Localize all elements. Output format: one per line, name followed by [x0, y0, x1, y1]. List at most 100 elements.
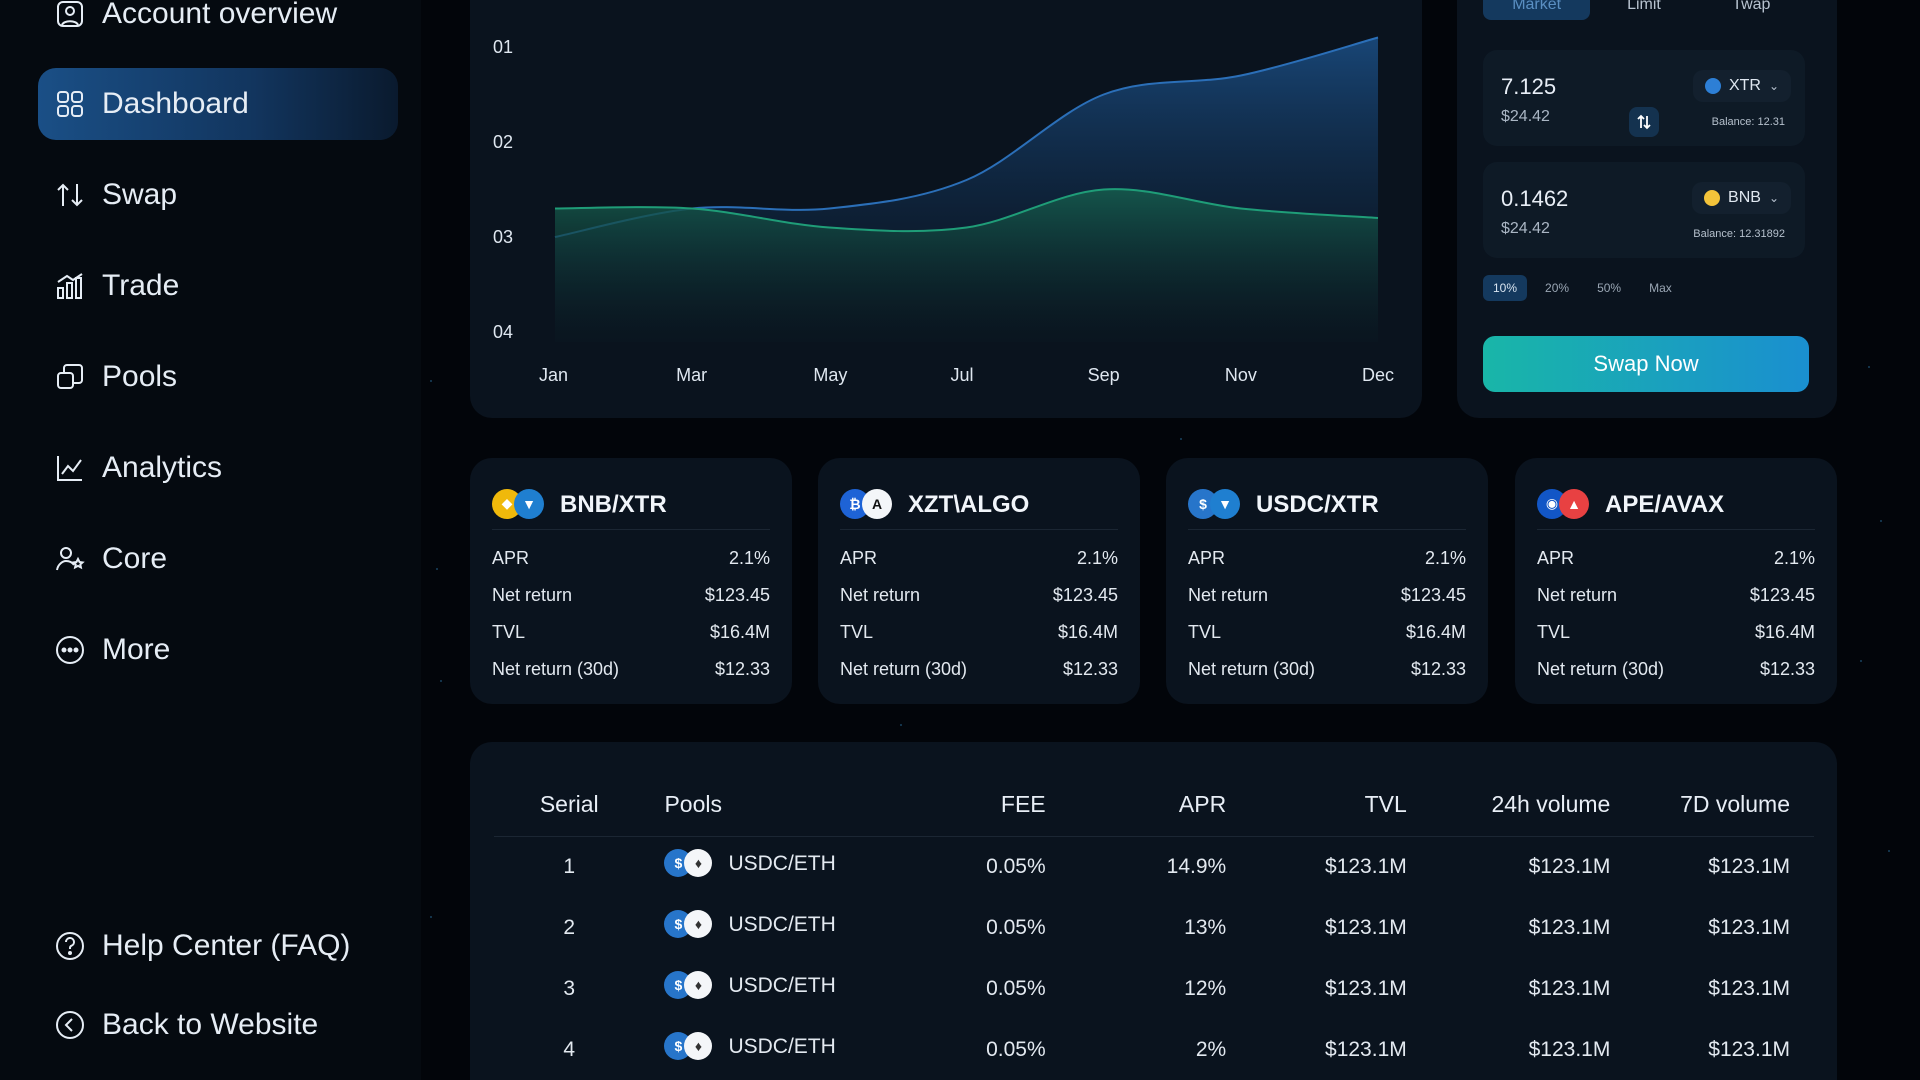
sidebar-item-label: Trade — [102, 269, 180, 302]
percent-10-button[interactable]: 10% — [1483, 275, 1528, 301]
swap-now-button[interactable]: Swap Now — [1483, 336, 1809, 392]
pool-pair-name: USDC/XTR — [1256, 490, 1379, 518]
cell-apr: 12% — [1184, 976, 1227, 1000]
tab-twap[interactable]: Twap — [1732, 0, 1771, 13]
cell-apr: 2% — [1195, 1037, 1227, 1061]
y-tick-label: 02 — [493, 132, 513, 152]
stacked-coins-icon — [54, 361, 86, 393]
sidebar-item-label: Account overview — [102, 0, 338, 30]
y-tick-label: 04 — [493, 322, 513, 342]
sidebar: Account overview Dashboard Swap Trade Po… — [0, 0, 421, 1080]
net-return-30d-value: $12.33 — [714, 659, 770, 679]
cell-pool: $ ♦ USDC/ETH — [644, 958, 895, 1019]
pair-icons: $ ♦ — [664, 1031, 714, 1062]
line-chart-icon — [54, 452, 86, 484]
col-tvl[interactable]: TVL — [1226, 774, 1407, 837]
pool-pair-name: BNB/XTR — [560, 490, 667, 518]
swap-to-token-select[interactable]: BNB ⌄ — [1692, 182, 1791, 214]
sidebar-item-core[interactable]: Core — [38, 523, 398, 595]
cell-apr: 13% — [1184, 915, 1227, 939]
sidebar-item-account-overview[interactable]: Account overview — [38, 0, 398, 50]
percent-20-button[interactable]: 20% — [1545, 281, 1570, 295]
x-tick-label: Mar — [676, 365, 707, 385]
pool-card-bnb-xtr[interactable]: ◆ ▼ BNB/XTR APR 2.1% Net return $123.45 TV… — [470, 458, 792, 704]
question-circle-icon — [54, 930, 86, 962]
sidebar-item-trade[interactable]: Trade — [38, 250, 398, 322]
sidebar-item-label: Core — [102, 542, 168, 575]
sidebar-item-analytics[interactable]: Analytics — [38, 432, 398, 504]
swap-order-tabs: Market Limit Twap — [1483, 0, 1805, 20]
col-24h-volume[interactable]: 24h volume — [1406, 774, 1611, 837]
swap-arrows-icon — [54, 179, 86, 211]
x-tick-label: Dec — [1362, 365, 1394, 385]
apr-label: APR — [1188, 548, 1226, 568]
table-row[interactable]: 1 $ ♦ USDC/ETH 0.05% 14.9% $123.1M $123.1M… — [494, 836, 1814, 897]
eth-coin-icon: ♦ — [684, 909, 713, 938]
sidebar-item-label: Swap — [102, 178, 178, 211]
pool-name: USDC/ETH — [728, 973, 836, 997]
sidebar-item-label: Analytics — [102, 451, 223, 484]
sidebar-item-more[interactable]: More — [38, 614, 398, 686]
pair-icons: $ ♦ — [664, 909, 714, 940]
table-row[interactable]: 4 $ ♦ USDC/ETH 0.05% 2% $123.1M $123.1M $1… — [494, 1019, 1814, 1080]
net-return-value: $123.45 — [1400, 585, 1466, 605]
net-return-label: Net return — [1537, 585, 1618, 605]
cell-24h-volume: $123.1M — [1528, 915, 1611, 939]
swap-to-balance: Balance: 12.31892 — [1693, 228, 1785, 240]
col-apr[interactable]: APR — [1045, 774, 1227, 837]
token-symbol: BNB — [1728, 189, 1761, 206]
swap-direction-button[interactable] — [1629, 107, 1659, 137]
cell-pool: $ ♦ USDC/ETH — [644, 1019, 895, 1080]
xtr-token-icon — [1704, 78, 1721, 94]
table-row[interactable]: 2 $ ♦ USDC/ETH 0.05% 13% $123.1M $123.1M $… — [494, 897, 1814, 958]
tab-market[interactable]: Market — [1483, 0, 1591, 20]
percent-max-button[interactable]: Max — [1649, 281, 1672, 295]
net-return-value: $123.45 — [704, 585, 770, 605]
cell-24h-volume: $123.1M — [1528, 854, 1611, 878]
swap-from-amount-input[interactable]: 7.125 — [1501, 74, 1557, 99]
pool-card-xzt-algo[interactable]: ₿ A XZT\ALGO APR 2.1% Net return $123.45 T… — [818, 458, 1140, 704]
sidebar-item-label: Pools — [102, 360, 178, 393]
net-return-label: Net return — [1188, 585, 1269, 605]
col-pools[interactable]: Pools — [644, 774, 896, 837]
pool-card-ape-avax[interactable]: ◉ ▲ APE/AVAX APR 2.1% Net return $123.45 T… — [1515, 458, 1837, 704]
algo-coin-icon: A — [862, 488, 892, 519]
chevron-down-icon: ⌄ — [1768, 79, 1779, 93]
swap-to-amount-input[interactable]: 0.1462 — [1501, 186, 1569, 211]
tvl-label: TVL — [840, 622, 874, 642]
chart-panel: 01 02 03 04 Jan Mar May Jul Sep Nov Dec — [470, 0, 1422, 418]
table-row[interactable]: 3 $ ♦ USDC/ETH 0.05% 12% $123.1M $123.1M $… — [494, 958, 1814, 1019]
tab-limit[interactable]: Limit — [1627, 0, 1661, 13]
sidebar-item-label: Dashboard — [102, 87, 249, 120]
swap-from-token-select[interactable]: XTR ⌄ — [1692, 70, 1791, 102]
pair-icons: $ ♦ — [664, 970, 714, 1001]
sidebar-item-help-center[interactable]: Help Center (FAQ) — [38, 910, 398, 982]
col-serial[interactable]: Serial — [494, 774, 645, 837]
sidebar-item-label: Help Center (FAQ) — [102, 929, 351, 962]
pair-icons: ₿ A — [840, 488, 896, 521]
apr-value: 2.1% — [1424, 548, 1466, 568]
pair-icons: ◆ ▼ — [492, 488, 548, 521]
pool-name: USDC/ETH — [728, 851, 836, 875]
col-7d-volume[interactable]: 7D volume — [1610, 774, 1814, 837]
cell-fee: 0.05% — [986, 976, 1046, 1000]
pool-card-header: $ ▼ USDC/XTR — [1188, 480, 1466, 530]
sidebar-item-dashboard[interactable]: Dashboard — [38, 68, 398, 140]
sidebar-item-back-to-website[interactable]: Back to Website — [38, 989, 398, 1061]
pool-card-header: ◉ ▲ APE/AVAX — [1537, 480, 1815, 530]
cell-pool: $ ♦ USDC/ETH — [644, 897, 895, 958]
cell-7d-volume: $123.1M — [1708, 976, 1790, 1000]
area-chart: 01 02 03 04 Jan Mar May Jul Sep Nov Dec — [493, 36, 1394, 385]
percent-50-button[interactable]: 50% — [1597, 281, 1622, 295]
cell-fee: 0.05% — [986, 915, 1046, 939]
sidebar-item-swap[interactable]: Swap — [38, 159, 398, 231]
series-2-area — [555, 189, 1378, 342]
cell-serial: 3 — [563, 976, 576, 1000]
cell-fee: 0.05% — [986, 1037, 1046, 1061]
col-fee[interactable]: FEE — [895, 774, 1046, 837]
swap-vertical-icon — [1637, 114, 1651, 130]
swap-to-box: 0.1462 $24.42 BNB ⌄ Balance: 12.31892 — [1483, 162, 1805, 258]
sidebar-item-pools[interactable]: Pools — [38, 341, 398, 413]
net-return-30d-label: Net return (30d) — [492, 659, 620, 679]
pool-card-usdc-xtr[interactable]: $ ▼ USDC/XTR APR 2.1% Net return $123.45 T… — [1166, 458, 1488, 704]
